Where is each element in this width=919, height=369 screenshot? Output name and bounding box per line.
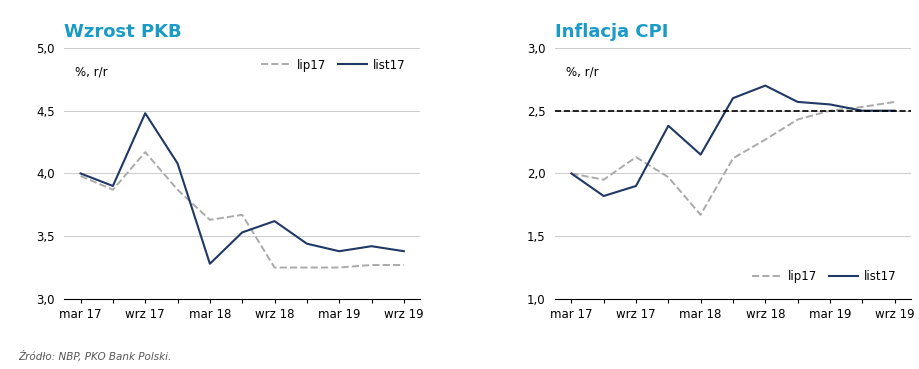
list17 xyxy=(172,161,183,166)
lip17 xyxy=(204,218,215,222)
list17 xyxy=(759,83,770,88)
lip17 xyxy=(172,187,183,192)
lip17 xyxy=(268,265,279,270)
lip17 xyxy=(301,265,312,270)
list17 xyxy=(791,100,802,104)
list17 xyxy=(662,124,673,128)
list17 xyxy=(597,194,608,198)
list17 xyxy=(75,171,86,176)
list17 xyxy=(236,230,247,235)
list17 xyxy=(565,171,576,176)
list17 xyxy=(856,108,867,113)
Text: Źródło: NBP, PKO Bank Polski.: Źródło: NBP, PKO Bank Polski. xyxy=(18,351,172,362)
lip17 xyxy=(366,263,377,267)
Legend: lip17, list17: lip17, list17 xyxy=(256,54,410,76)
lip17 xyxy=(630,155,641,159)
list17 xyxy=(727,96,738,100)
list17 xyxy=(204,262,215,266)
Text: Wzrost PKB: Wzrost PKB xyxy=(64,23,182,41)
list17 xyxy=(334,249,345,254)
list17 xyxy=(630,184,641,188)
list17 xyxy=(268,219,279,223)
lip17 xyxy=(108,187,119,192)
list17 xyxy=(140,111,151,115)
list17 xyxy=(695,152,706,157)
lip17 xyxy=(597,177,608,182)
lip17 xyxy=(759,137,770,142)
Line: list17: list17 xyxy=(571,86,893,196)
list17 xyxy=(823,102,834,107)
Text: %, r/r: %, r/r xyxy=(565,66,598,79)
lip17 xyxy=(334,265,345,270)
Text: Inflacja CPI: Inflacja CPI xyxy=(554,23,668,41)
lip17 xyxy=(727,156,738,161)
lip17 xyxy=(140,150,151,154)
Line: lip17: lip17 xyxy=(571,102,893,215)
Legend: lip17, list17: lip17, list17 xyxy=(746,266,901,288)
lip17 xyxy=(856,105,867,109)
lip17 xyxy=(888,100,899,104)
Line: list17: list17 xyxy=(81,113,403,264)
Text: %, r/r: %, r/r xyxy=(75,66,108,79)
lip17 xyxy=(565,171,576,176)
lip17 xyxy=(398,263,409,267)
lip17 xyxy=(695,213,706,217)
list17 xyxy=(366,244,377,248)
lip17 xyxy=(823,108,834,113)
list17 xyxy=(108,184,119,188)
lip17 xyxy=(236,213,247,217)
lip17 xyxy=(662,175,673,179)
list17 xyxy=(398,249,409,254)
lip17 xyxy=(75,174,86,178)
lip17 xyxy=(791,117,802,122)
list17 xyxy=(301,241,312,246)
list17 xyxy=(888,108,899,113)
Line: lip17: lip17 xyxy=(81,152,403,268)
